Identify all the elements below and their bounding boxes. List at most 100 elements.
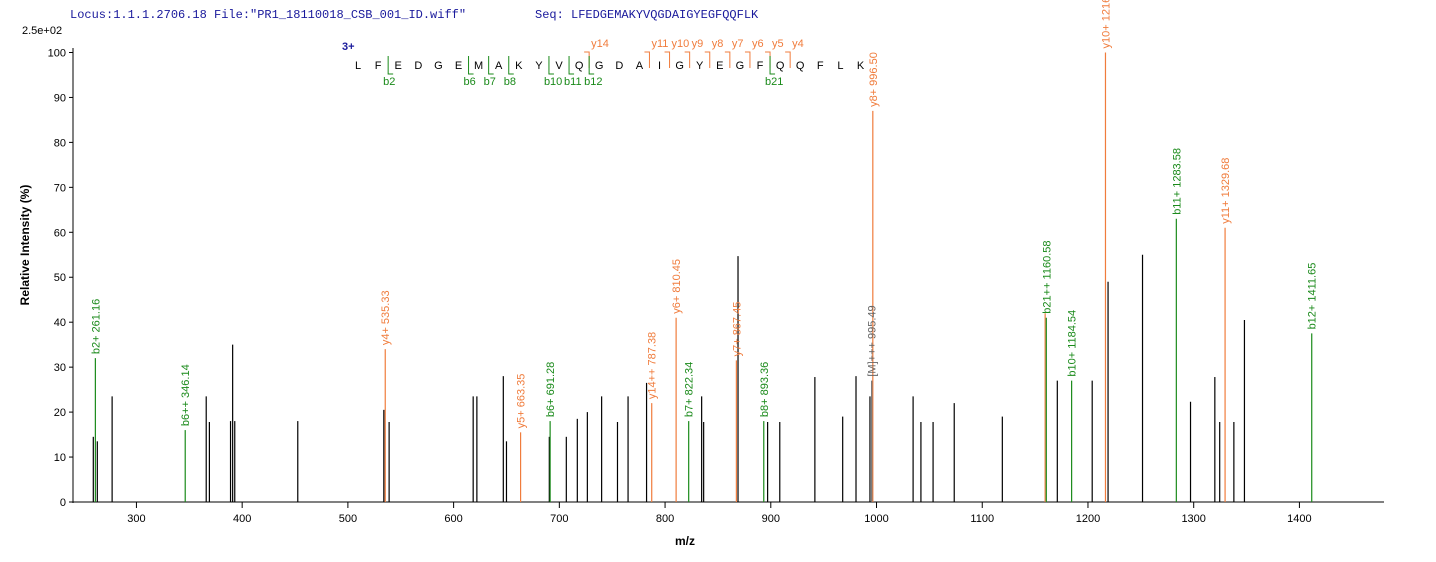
peak-label: b6++ 346.14 xyxy=(180,364,192,426)
y-tick-label: 60 xyxy=(54,227,66,239)
b-cleavage xyxy=(548,56,554,75)
residue: Y xyxy=(535,60,543,72)
peak-label: y14++ 787.38 xyxy=(647,332,659,399)
b-cleavage xyxy=(387,56,394,75)
residue: E xyxy=(395,60,402,72)
x-tick-label: 500 xyxy=(339,513,357,525)
y-cleavage xyxy=(785,51,791,68)
residue: E xyxy=(455,60,462,72)
b-ion-label: b8 xyxy=(504,76,516,88)
b-ion-label: b21 xyxy=(765,76,783,88)
residue: G xyxy=(434,60,443,72)
b-ion-label: b6 xyxy=(464,76,476,88)
peak-label: b10+ 1184.54 xyxy=(1067,310,1079,377)
y-cleavage xyxy=(724,51,731,68)
b-ion-label: b11 xyxy=(564,76,582,88)
peak-label: b7+ 822.34 xyxy=(684,362,696,417)
x-tick-label: 800 xyxy=(656,513,674,525)
b-ion-label: b12 xyxy=(584,76,602,88)
residue: I xyxy=(658,60,661,72)
y-tick-label: 10 xyxy=(54,452,66,464)
residue: D xyxy=(615,60,623,72)
residue: V xyxy=(555,60,563,72)
y-cleavage xyxy=(584,51,590,68)
x-tick-label: 1000 xyxy=(864,513,888,525)
peak-label: y5+ 663.35 xyxy=(516,374,528,429)
y-tick-label: 40 xyxy=(54,317,66,329)
residue: G xyxy=(675,60,684,72)
peak-label: b6+ 691.28 xyxy=(545,362,557,417)
peak-label: b21++ 1160.58 xyxy=(1041,240,1053,313)
peak-label: b8+ 893.36 xyxy=(759,362,771,417)
residue: Q xyxy=(575,60,584,72)
y-ion-label: y4 xyxy=(792,38,804,50)
y-ion-label: y10 xyxy=(672,38,690,50)
b-ion-label: b7 xyxy=(484,76,496,88)
residue: A xyxy=(636,60,644,72)
y-cleavage xyxy=(644,51,650,68)
residue: L xyxy=(355,60,361,72)
y-cleavage xyxy=(664,51,671,68)
y-ion-label: y6 xyxy=(752,38,764,50)
residue: D xyxy=(414,60,422,72)
y-tick-label: 0 xyxy=(60,497,66,509)
peak-label: [M]+++ 995.49 xyxy=(867,305,879,376)
residue: Q xyxy=(776,60,785,72)
y-tick-label: 70 xyxy=(54,182,66,194)
b-cleavage xyxy=(588,56,595,75)
b-ion-label: b2 xyxy=(383,76,395,88)
b-cleavage xyxy=(568,56,575,75)
y-cleavage xyxy=(704,51,711,68)
residue: K xyxy=(515,60,523,72)
residue: F xyxy=(817,60,824,72)
peak-label: y8+ 996.50 xyxy=(868,52,880,107)
y-axis-label: Relative Intensity (%) xyxy=(18,185,32,306)
residue: E xyxy=(716,60,723,72)
x-tick-label: 700 xyxy=(550,513,568,525)
residue: G xyxy=(736,60,745,72)
peak-label: y4+ 535.33 xyxy=(380,290,392,345)
b-cleavage xyxy=(769,56,776,75)
y-tick-label: 80 xyxy=(54,137,66,149)
y-ion-label: y14 xyxy=(591,38,609,50)
y-tick-label: 50 xyxy=(54,272,66,284)
x-axis-label: m/z xyxy=(675,534,695,548)
y-tick-label: 100 xyxy=(48,47,66,59)
y-ion-label: y11 xyxy=(651,38,668,50)
residue: Y xyxy=(696,60,704,72)
scale-label: 2.5e+02 xyxy=(22,25,62,37)
residue: F xyxy=(375,60,382,72)
charge-label: 3+ xyxy=(342,41,355,53)
b-cleavage xyxy=(488,56,494,75)
y-tick-label: 30 xyxy=(54,362,66,374)
peak-label: y6+ 810.45 xyxy=(671,259,683,314)
b-ion-label: b10 xyxy=(544,76,562,88)
x-tick-label: 1200 xyxy=(1076,513,1100,525)
residue: M xyxy=(474,60,483,72)
header-locus: Locus:1.1.1.2706.18 File:"PR1_18110018_C… xyxy=(70,8,466,22)
y-ion-label: y9 xyxy=(692,38,704,50)
header-seq: Seq: LFEDGEMAKYVQGDAIGYEGFQQFLK xyxy=(535,8,759,22)
peak-label: b2+ 261.16 xyxy=(90,299,102,354)
b-cleavage xyxy=(468,56,474,75)
x-tick-label: 600 xyxy=(444,513,462,525)
peak-label: y10+ 1216.56 xyxy=(1100,0,1112,48)
residue: L xyxy=(837,60,843,72)
peak-label: b11+ 1283.58 xyxy=(1171,148,1183,215)
residue: K xyxy=(857,60,865,72)
y-cleavage xyxy=(744,51,751,68)
residue: Q xyxy=(796,60,805,72)
b-cleavage xyxy=(508,56,514,75)
peak-label: y11+ 1329.68 xyxy=(1220,158,1232,224)
y-ion-label: y7 xyxy=(732,38,744,50)
x-tick-label: 900 xyxy=(762,513,780,525)
y-tick-label: 90 xyxy=(54,92,66,104)
x-tick-label: 300 xyxy=(127,513,145,525)
y-ion-label: y8 xyxy=(712,38,724,50)
residue: F xyxy=(757,60,764,72)
peak-label: b12+ 1411.65 xyxy=(1307,263,1319,330)
peak-label: y7+ 867.45 xyxy=(731,302,743,357)
x-tick-label: 400 xyxy=(233,513,251,525)
residue: A xyxy=(495,60,503,72)
